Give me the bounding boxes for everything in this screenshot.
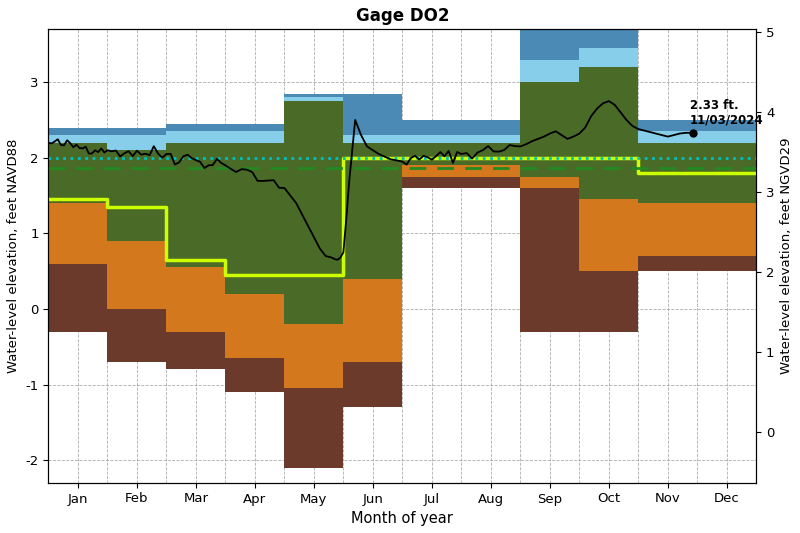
X-axis label: Month of year: Month of year	[351, 511, 454, 526]
Text: 2.33 ft.
11/03/2024: 2.33 ft. 11/03/2024	[690, 99, 763, 127]
Y-axis label: Water-level elevation, feet NAVD88: Water-level elevation, feet NAVD88	[7, 139, 20, 373]
Y-axis label: Water-level elevation, feet NGVD29: Water-level elevation, feet NGVD29	[780, 138, 793, 374]
Title: Gage DO2: Gage DO2	[356, 7, 449, 25]
